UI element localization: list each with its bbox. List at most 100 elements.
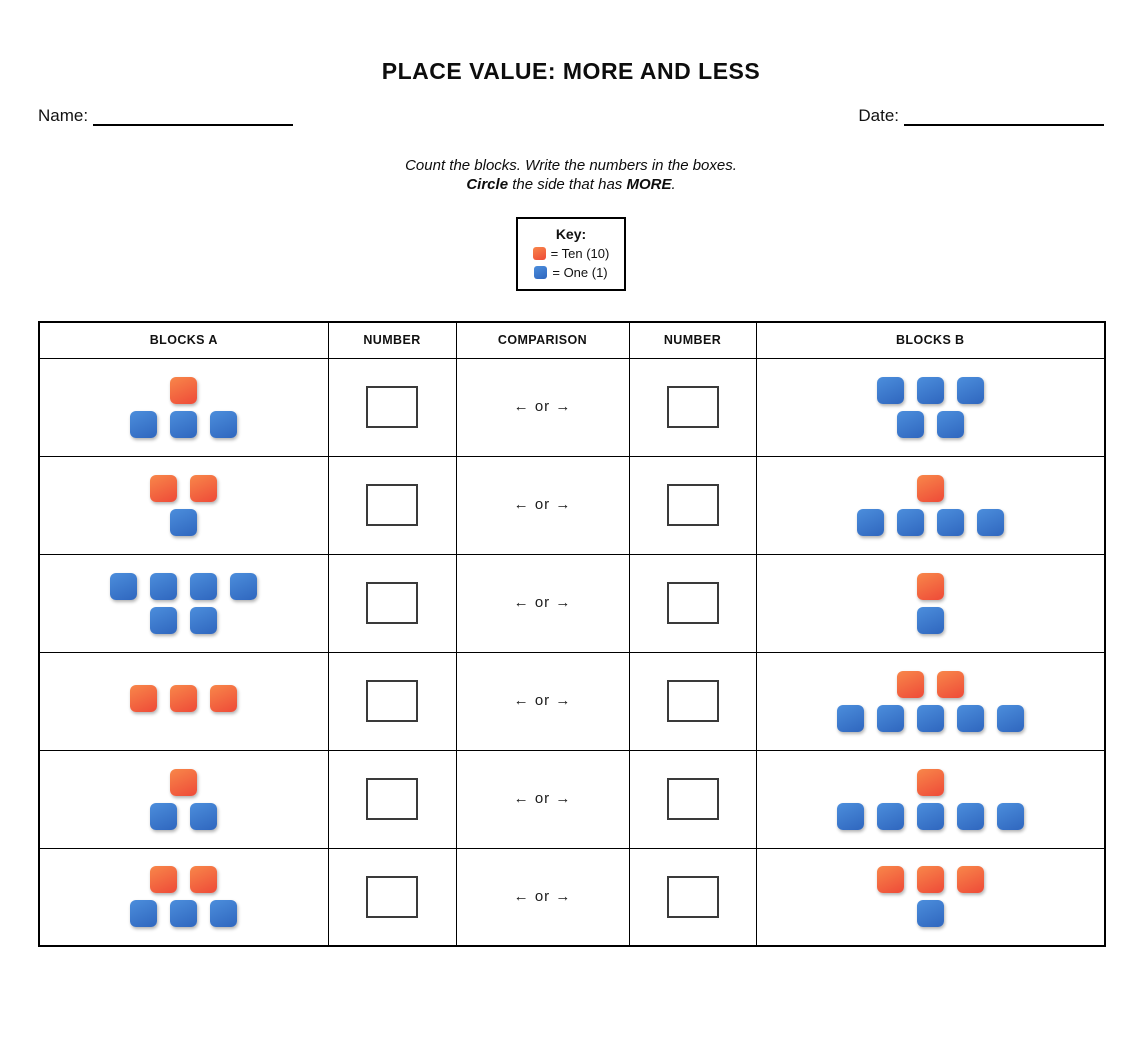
name-label: Name: [38, 106, 89, 125]
blocks-a-cell[interactable] [38, 553, 329, 653]
one-block [936, 410, 964, 438]
number-a-input-box[interactable] [366, 386, 418, 428]
key-ten-label: = Ten (10) [550, 246, 610, 261]
one-block [170, 900, 198, 928]
number-b-input-box[interactable] [666, 386, 719, 428]
one-block [956, 376, 984, 404]
one-block [996, 802, 1024, 830]
one-block [896, 410, 924, 438]
one-block [876, 802, 904, 830]
one-block [916, 704, 944, 732]
blocks-a-cluster [150, 474, 218, 536]
instructions: Count the blocks. Write the numbers in t… [0, 156, 1142, 194]
blocks-b-cell[interactable] [755, 847, 1106, 947]
comparison-cell: ← or → [455, 651, 630, 751]
one-block [170, 508, 198, 536]
table-body: ← or → ← or → ← or → ← or → ← or → ← or → [38, 357, 1106, 947]
one-block [150, 572, 178, 600]
blocks-a-cell[interactable] [38, 749, 329, 849]
block-row [130, 685, 238, 712]
one-block [996, 704, 1024, 732]
blocks-b-cluster [836, 670, 1024, 732]
one-block [936, 508, 964, 536]
comparison-arrows[interactable]: ← or → [513, 692, 572, 709]
one-block [210, 410, 238, 438]
key-box: Key: = Ten (10) = One (1) [516, 217, 626, 291]
ten-block [916, 474, 944, 502]
blocks-a-cell[interactable] [38, 357, 329, 457]
comparison-arrows[interactable]: ← or → [513, 887, 572, 905]
block-row [916, 572, 944, 600]
comparison-cell: ← or → [455, 749, 630, 849]
blocks-a-cell[interactable] [38, 651, 329, 751]
number-a-cell [327, 357, 457, 457]
name-input-line[interactable] [93, 108, 294, 126]
one-block [916, 606, 944, 634]
number-a-input-box[interactable] [366, 582, 418, 624]
ten-block [210, 685, 238, 712]
ten-block [916, 866, 944, 894]
block-row [896, 410, 964, 438]
block-row [876, 376, 984, 404]
one-block [230, 572, 258, 600]
key-one-label: = One (1) [552, 265, 608, 280]
comparison-cell: ← or → [455, 455, 630, 555]
one-block [956, 704, 984, 732]
comparison-arrows[interactable]: ← or → [513, 496, 572, 513]
number-b-input-box[interactable] [666, 680, 719, 722]
blocks-b-cell[interactable] [755, 749, 1106, 849]
ten-block [130, 685, 158, 712]
header-comparison: COMPARISON [455, 321, 630, 359]
comparison-arrows[interactable]: ← or → [513, 398, 572, 415]
header-number-b: NUMBER [628, 321, 757, 359]
block-row [856, 508, 1004, 536]
table-row: ← or → [38, 553, 1106, 653]
number-a-cell [327, 749, 457, 849]
number-b-input-box[interactable] [666, 582, 719, 624]
comparison-arrows[interactable]: ← or → [513, 594, 572, 611]
number-b-cell [628, 749, 757, 849]
ten-block [956, 866, 984, 894]
blocks-b-cell[interactable] [755, 651, 1106, 751]
header-blocks-b: BLOCKS B [755, 321, 1106, 359]
number-b-input-box[interactable] [666, 875, 719, 918]
table-row: ← or → [38, 357, 1106, 457]
blocks-b-cluster [876, 376, 984, 438]
blocks-b-cell[interactable] [755, 455, 1106, 555]
key-row-one: = One (1) [524, 265, 618, 280]
one-block [190, 606, 218, 634]
blocks-a-cluster [110, 572, 258, 634]
comparison-cell: ← or → [455, 357, 630, 457]
block-row [916, 768, 944, 796]
date-input-line[interactable] [904, 108, 1104, 126]
block-row [170, 508, 198, 536]
header-number-a: NUMBER [327, 321, 457, 359]
blocks-b-cell[interactable] [755, 553, 1106, 653]
comparison-arrows[interactable]: ← or → [513, 790, 572, 807]
one-block [170, 410, 198, 438]
blocks-a-cell[interactable] [38, 455, 329, 555]
one-block [956, 802, 984, 830]
number-a-input-box[interactable] [366, 680, 418, 722]
header-blocks-a: BLOCKS A [38, 321, 329, 359]
number-a-input-box[interactable] [366, 778, 418, 820]
block-row [836, 704, 1024, 732]
one-block [916, 802, 944, 830]
blocks-a-cell[interactable] [38, 847, 329, 947]
blocks-b-cluster [856, 474, 1004, 536]
table-row: ← or → [38, 749, 1106, 849]
number-a-cell [327, 651, 457, 751]
number-b-input-box[interactable] [666, 778, 719, 820]
number-b-cell [628, 455, 757, 555]
block-row [150, 866, 218, 894]
blocks-b-cell[interactable] [755, 357, 1106, 457]
instructions-mid-text: the side that has [508, 176, 627, 193]
number-a-input-box[interactable] [366, 875, 418, 918]
table-row: ← or → [38, 847, 1106, 947]
one-block [836, 802, 864, 830]
key-row-ten: = Ten (10) [524, 246, 618, 261]
block-row [170, 768, 198, 796]
number-b-input-box[interactable] [666, 484, 719, 526]
ten-block-swatch [532, 247, 546, 260]
number-a-input-box[interactable] [366, 484, 418, 526]
